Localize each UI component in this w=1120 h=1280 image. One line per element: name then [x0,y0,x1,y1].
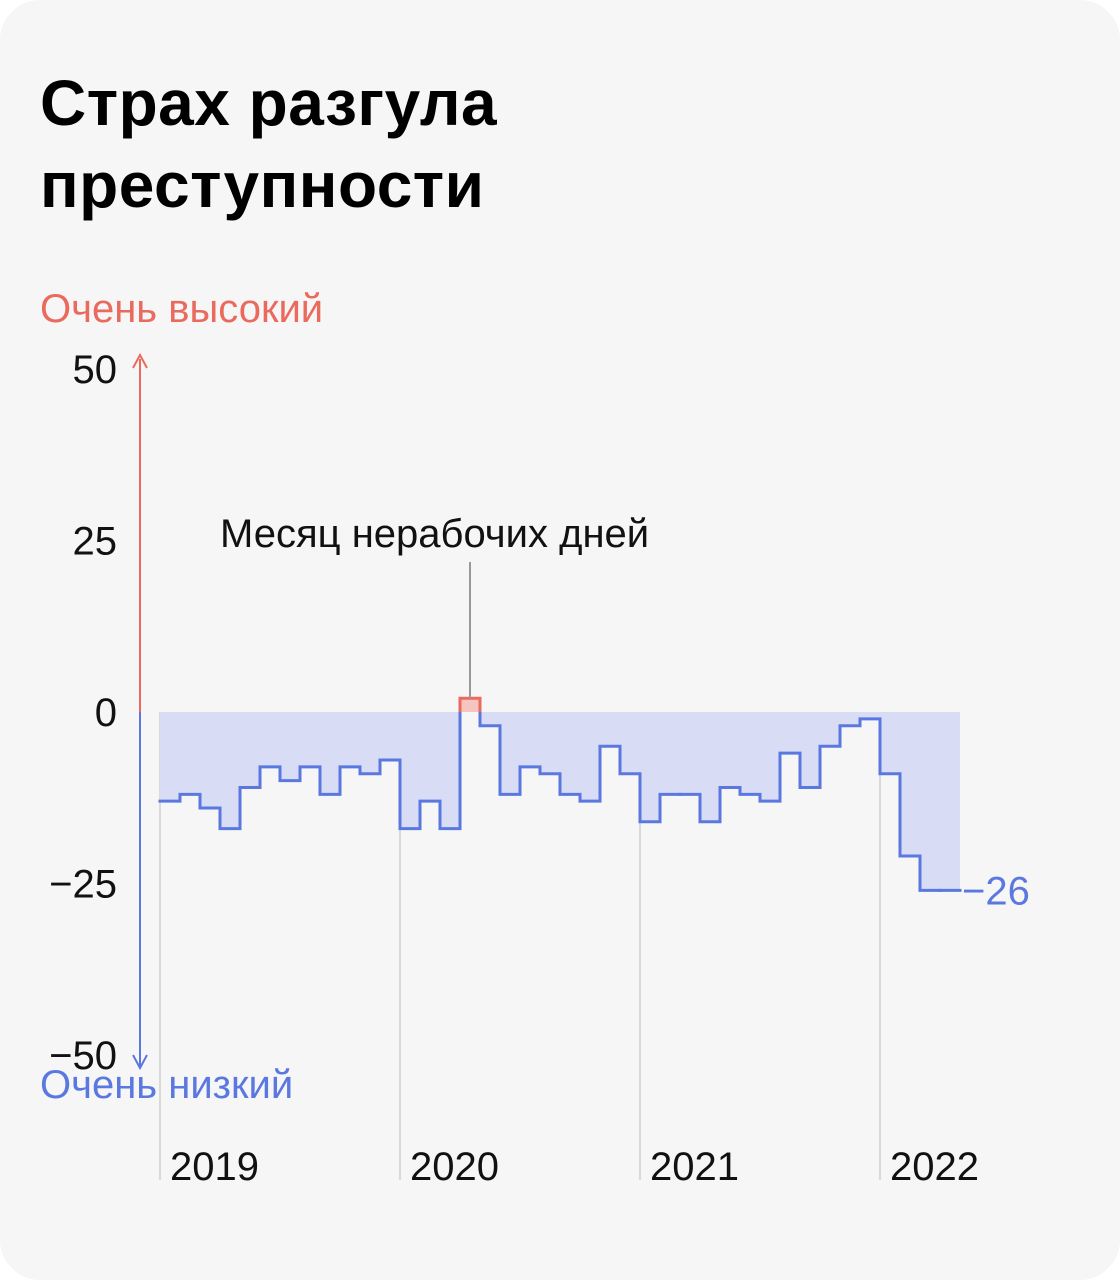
y-tick-label: 0 [95,691,117,735]
area-fill-2019-11 [360,712,380,774]
area-fill-2019-04 [220,712,240,829]
area-fill-2021-04 [700,712,720,822]
area-fill-2019-07 [280,712,300,781]
area-fill-2022-04 [940,712,960,891]
end-value-label: −26 [962,869,1030,913]
area-fill-2022-03 [920,712,940,891]
area-fill-2019-01 [160,712,180,802]
legend-high-label: Очень высокий [40,287,324,331]
area-fill-2021-07 [760,712,780,802]
area-fill-2021-12 [860,712,880,719]
area-fill-2019-02 [180,712,200,795]
annotation-label: Месяц нерабочих дней [220,512,649,556]
year-label-2020: 2020 [410,1145,499,1189]
y-tick-label: 50 [73,348,118,392]
area-fill-2020-10 [580,712,600,802]
year-label-2019: 2019 [170,1145,259,1189]
area-fill-2020-03 [440,712,460,829]
area-fill-2019-03 [200,712,220,809]
area-fill-2020-07 [520,712,540,767]
area-fill-2020-11 [600,712,620,747]
chart-title: Страх разгула преступности [40,62,1040,226]
area-fill-2020-09 [560,712,580,795]
area-fill-2020-04 [460,698,480,712]
area-fill-2022-01 [880,712,900,774]
y-tick-label: −50 [49,1034,117,1078]
area-fill-2019-05 [240,712,260,788]
area-fill-2021-09 [800,712,820,788]
title-line-2: преступности [40,149,485,221]
area-fill-2019-06 [260,712,280,767]
area-fill-2020-05 [480,712,500,726]
area-fill-2020-06 [500,712,520,795]
year-label-2022: 2022 [890,1145,979,1189]
area-fill-2021-11 [840,712,860,726]
area-fill-2021-08 [780,712,800,754]
area-fill-2021-10 [820,712,840,747]
arrow-up-icon [132,352,148,369]
area-fill-2021-02 [660,712,680,795]
y-tick-label: −25 [49,863,117,907]
title-line-1: Страх разгула [40,67,498,139]
area-fill-2020-08 [540,712,560,774]
year-label-2021: 2021 [650,1145,739,1189]
area-fill-2020-02 [420,712,440,802]
area-fill-2019-12 [380,712,400,761]
area-fill-2021-05 [720,712,740,788]
area-fill-2019-08 [300,712,320,767]
area-fill-2019-10 [340,712,360,767]
area-fill-2022-02 [900,712,920,857]
area-fill-2021-01 [640,712,660,822]
area-fill-2019-09 [320,712,340,795]
area-fill-2020-12 [620,712,640,774]
area-fill-2020-01 [400,712,420,829]
area-fill-2021-03 [680,712,700,795]
area-fill-2021-06 [740,712,760,795]
arrow-down-icon [132,1054,148,1071]
legend-low-label: Очень низкий [40,1063,294,1107]
y-tick-label: 25 [73,520,118,564]
